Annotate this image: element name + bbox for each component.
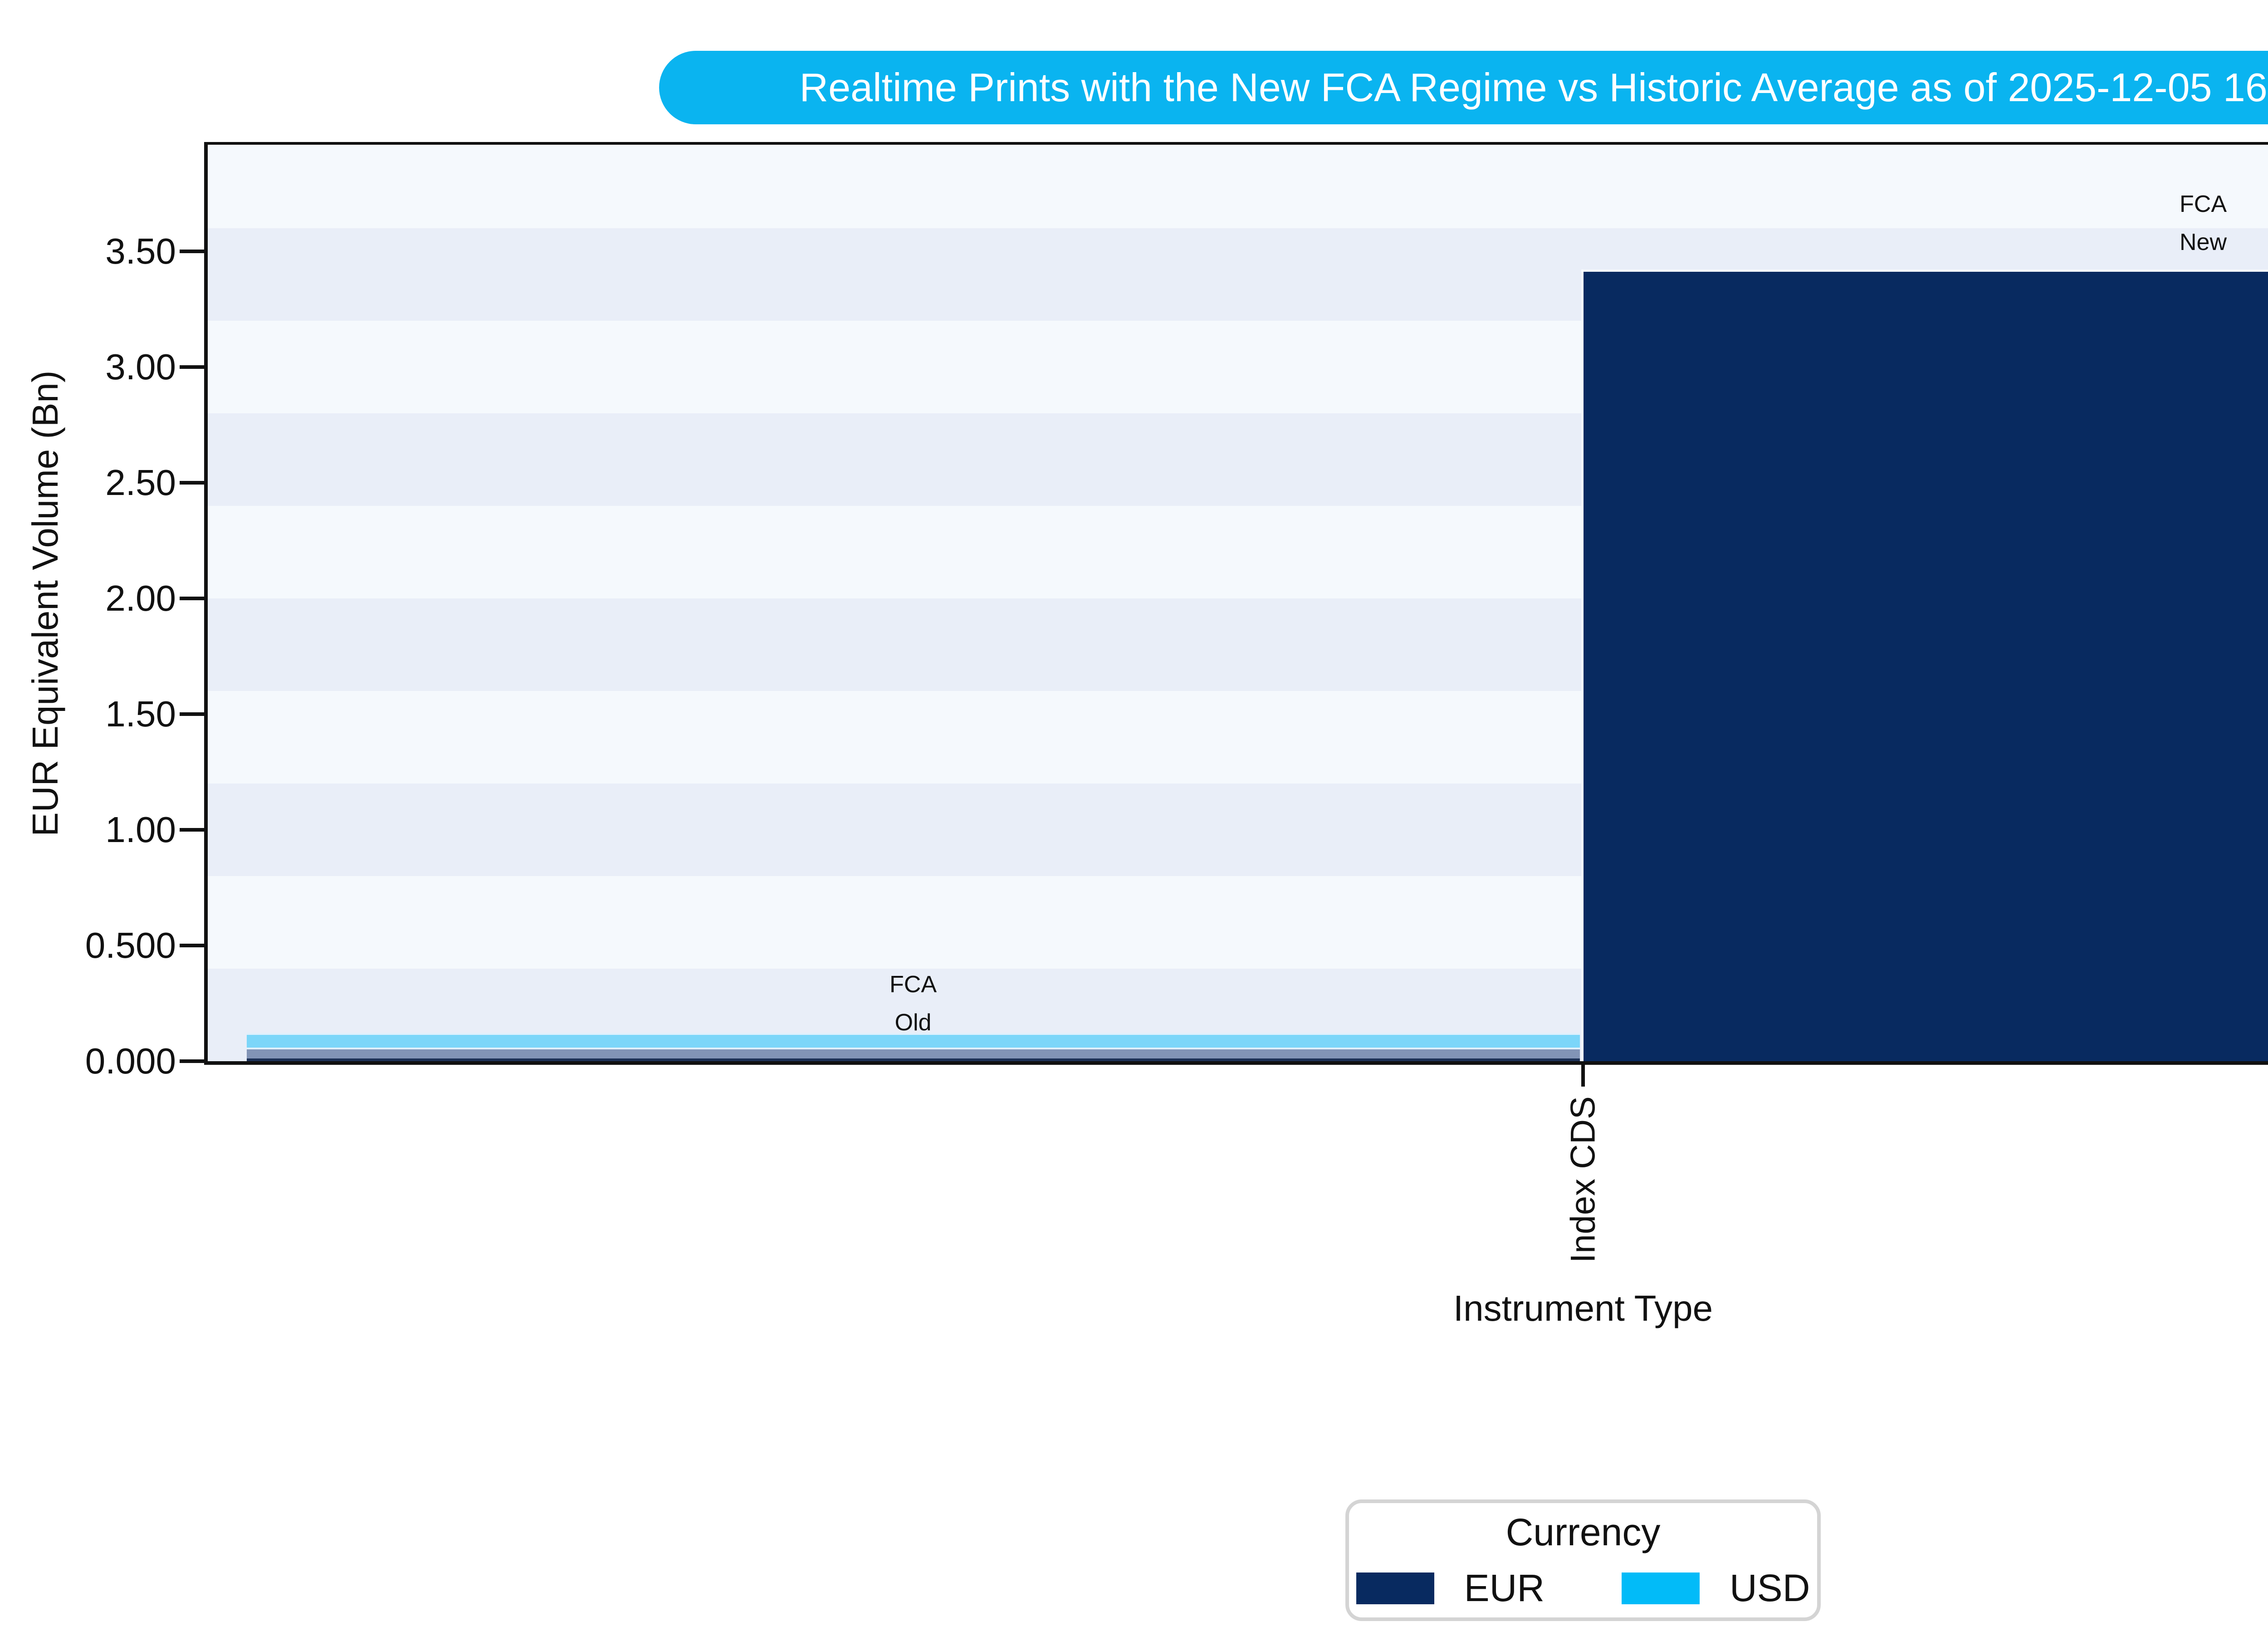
y-tick-mark: [180, 365, 204, 369]
legend-swatch-usd: [1622, 1572, 1700, 1604]
legend-item-usd[interactable]: USD: [1622, 1566, 1810, 1610]
y-tick-label: 0.500: [85, 925, 176, 965]
y-tick-mark: [180, 1059, 204, 1063]
y-tick-mark: [180, 249, 204, 253]
legend-box: Currency EUR USD: [1345, 1499, 1821, 1621]
bar-annotation-fca-old: FCA Old: [890, 971, 937, 1036]
y-tick-label: 3.50: [105, 230, 176, 271]
bar-segment-fca-old-usd[interactable]: [247, 1033, 1580, 1049]
legend-label-eur: EUR: [1464, 1567, 1545, 1609]
y-tick-label: 1.50: [105, 693, 176, 734]
bar-segment-fca-new-eur[interactable]: [1581, 269, 2268, 1061]
y-tick-mark: [180, 480, 204, 485]
x-axis-title: Instrument Type: [1453, 1288, 1713, 1328]
y-tick-mark: [180, 828, 204, 832]
y-tick-mark: [180, 712, 204, 716]
legend-label-usd: USD: [1730, 1567, 1810, 1609]
bar-group-fca-new: [1581, 269, 2268, 1061]
legend-title: Currency: [1505, 1511, 1661, 1553]
legend-item-eur[interactable]: EUR: [1356, 1566, 1545, 1610]
y-tick-label: 2.00: [105, 578, 176, 618]
y-tick-label: 3.00: [105, 346, 176, 387]
y-tick-mark: [180, 596, 204, 600]
bar-segment-fca-old-eur[interactable]: [247, 1049, 1580, 1061]
legend-swatch-eur: [1356, 1572, 1434, 1604]
y-tick-mark: [180, 943, 204, 947]
bar-annotation-fca-new: FCA New: [2179, 191, 2227, 255]
y-tick-label: 0.000: [85, 1041, 176, 1081]
bar-group-fca-old: [247, 1033, 1580, 1061]
x-tick-label: Index CDS: [1564, 1096, 1603, 1263]
plot-area: [204, 142, 2268, 1065]
legend-items-row: EUR USD: [1356, 1566, 1810, 1610]
y-tick-label: 2.50: [105, 462, 176, 503]
y-tick-label: 1.00: [105, 809, 176, 850]
chart-title: Realtime Prints with the New FCA Regime …: [659, 51, 2268, 124]
x-tick-mark: [1581, 1065, 1585, 1087]
